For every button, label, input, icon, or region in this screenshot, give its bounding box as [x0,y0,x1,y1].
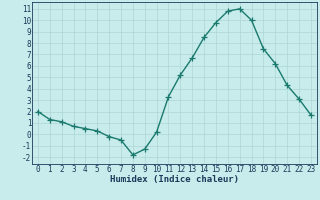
X-axis label: Humidex (Indice chaleur): Humidex (Indice chaleur) [110,175,239,184]
